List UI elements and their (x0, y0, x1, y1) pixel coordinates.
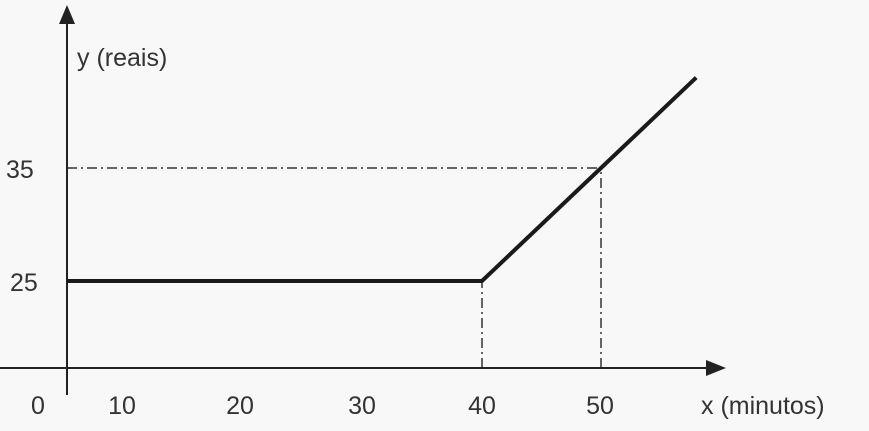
series-line (67, 76, 698, 283)
tick-labels: 0 10 20 30 40 50 25 35 (6, 156, 614, 420)
y-tick-label: 35 (6, 156, 34, 184)
series (67, 76, 698, 283)
x-tick-label: 10 (108, 392, 136, 420)
y-axis-arrow-icon (59, 5, 75, 24)
x-tick-label: 0 (31, 392, 45, 420)
reference-lines (67, 167, 602, 368)
x-axis-label: x (minutos) (701, 392, 825, 420)
y-tick-label: 25 (10, 269, 38, 297)
x-axis-arrow-icon (706, 360, 726, 376)
y-axis-label: y (reais) (77, 44, 167, 72)
x-tick-label: 50 (586, 392, 614, 420)
x-tick-label: 40 (468, 392, 496, 420)
x-tick-label: 30 (348, 392, 376, 420)
x-tick-label: 20 (226, 392, 254, 420)
